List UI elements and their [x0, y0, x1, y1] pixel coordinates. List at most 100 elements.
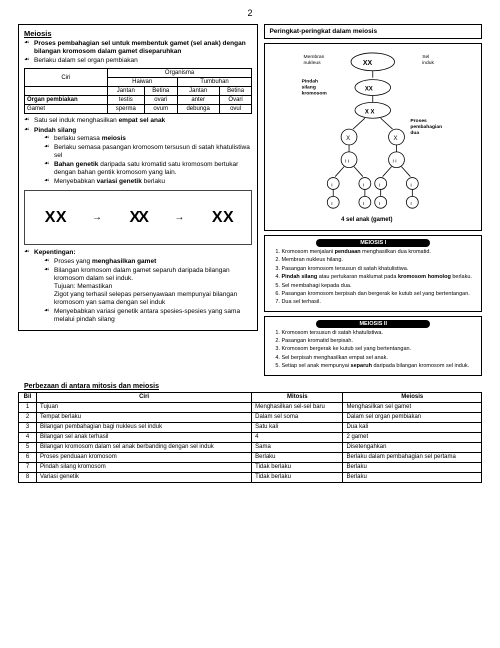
kep-item: Bilangan kromosom dalam gamet separuh da…	[44, 267, 252, 308]
chrom-icon: XX	[130, 209, 147, 227]
table-row: 5 Bilangan kromosom dalam sel anak berba…	[19, 442, 482, 452]
kep-item: Menyebabkan variasi genetik antara spesi…	[44, 308, 252, 324]
comparison-table: Bil Ciri Mitosis Meiosis 1 Tujuan Mengha…	[18, 392, 482, 483]
ps-item: Menyebabkan variasi genetik berlaku	[44, 178, 252, 186]
cell-bil: 7	[19, 462, 37, 472]
cell-meiosis: Menghasilkan sel gamet	[343, 402, 482, 412]
svg-text:XX: XX	[365, 87, 373, 93]
arrow-icon: →	[92, 212, 102, 223]
cell-ciri: Bilangan sel anak terhasil	[37, 432, 252, 442]
diag-bottom-label: 4 sel anak (gamet)	[342, 217, 393, 223]
cell: ovum	[144, 105, 177, 114]
m1-item: Kromosom menjalani penduaan menghasilkan…	[281, 249, 477, 256]
m1-item: Dua sel terhasil.	[281, 299, 477, 306]
svg-text:I I: I I	[393, 159, 397, 165]
cell: sperma	[107, 105, 144, 114]
ps-item: Berlaku semasa pasangan kromosom tersusu…	[44, 144, 252, 160]
cell-bil: 8	[19, 472, 37, 482]
cell-ciri: Pindah silang kromosom	[37, 462, 252, 472]
intro1: Proses pembahagian sel untuk membentuk g…	[34, 40, 246, 55]
chrom-icon: X X	[45, 209, 65, 227]
cell-ciri: Variasi genetik	[37, 472, 252, 482]
th-ciri: Ciri	[25, 69, 108, 87]
cell: Betina	[219, 87, 252, 96]
svg-text:I: I	[363, 182, 364, 188]
m1-item: Sel membahagi kepada dua.	[281, 283, 477, 290]
page-number: 2	[18, 8, 482, 18]
m2-list: Kromosom tersusun di satah khatulistiwa.…	[269, 330, 477, 370]
cell: debunga	[177, 105, 219, 114]
cell-mitosis: Sama	[252, 442, 343, 452]
stages-title: Peringkat-peringkat dalam meiosis	[269, 28, 377, 35]
m1-list: Kromosom menjalani penduaan menghasilkan…	[269, 249, 477, 306]
m2-item: Sel berpisah menghasilkan empat sel anak…	[281, 355, 477, 362]
kep-sublist: Proses yang menghasilkan gamet Bilangan …	[44, 258, 252, 325]
cell: ovari	[144, 96, 177, 105]
pindah-silang-list: berlaku semasa meiosis Berlaku semasa pa…	[44, 135, 252, 187]
svg-text:kromosom: kromosom	[302, 90, 328, 96]
kep-item: Proses yang menghasilkan gamet	[44, 258, 252, 266]
left-column: Meiosis Proses pembahagian sel untuk mem…	[18, 24, 258, 380]
svg-text:induk: induk	[423, 60, 435, 66]
table-row: 2 Tempat berlaku Dalam sel soma Dalam se…	[19, 412, 482, 422]
svg-text:X: X	[394, 136, 398, 142]
kepentingan-list: Kepentingan: Proses yang menghasilkan ga…	[24, 249, 252, 324]
cell-mitosis: Tidak berlaku	[252, 462, 343, 472]
cell: anter	[177, 96, 219, 105]
svg-text:XX: XX	[363, 60, 373, 67]
svg-text:pembahagian: pembahagian	[411, 124, 443, 130]
cell-mitosis: Dalam sel soma	[252, 412, 343, 422]
comparison-title: Perbezaan di antara mitosis dan meiosis	[24, 383, 482, 390]
cell-mitosis: Berlaku	[252, 452, 343, 462]
svg-text:I: I	[332, 201, 333, 207]
table-row: 7 Pindah silang kromosom Tidak berlaku B…	[19, 462, 482, 472]
m2-item: Pasangan kromatid berpisah.	[281, 338, 477, 345]
meiosis-diagram: Membran nukleus Sel induk XX Pindah sila…	[264, 43, 482, 231]
meiosis-title: Meiosis	[24, 29, 252, 38]
cell-ciri: Tempat berlaku	[37, 412, 252, 422]
table-row: 3 Bilangan pembahagian bagi nukleus sel …	[19, 422, 482, 432]
svg-text:I: I	[332, 182, 333, 188]
cell-mitosis: Satu kali	[252, 422, 343, 432]
meiosis-box: Meiosis Proses pembahagian sel untuk mem…	[18, 24, 258, 331]
cell-meiosis: Berlaku	[343, 462, 482, 472]
m2-header: MEIOSIS II	[316, 320, 430, 328]
intro-item: Berlaku dalam sel organ pembiakan	[24, 57, 252, 65]
m1-item: Membran nukleus hilang.	[281, 257, 477, 264]
table-row: 8 Variasi genetik Tidak berlaku Berlaku	[19, 472, 482, 482]
cell-ciri: Tujuan	[37, 402, 252, 412]
cell-meiosis: Berlaku dalam pembahagian sel pertama	[343, 452, 482, 462]
meiosis1-box: MEIOSIS I Kromosom menjalani penduaan me…	[264, 235, 482, 312]
m1-item: Pasangan kromosom tersusun di satah khat…	[281, 266, 477, 273]
table-row: 1 Tujuan Menghasilkan sel-sel baru Mengh…	[19, 402, 482, 412]
right-column: Peringkat-peringkat dalam meiosis Membra…	[264, 24, 482, 380]
arrow-icon: →	[174, 212, 184, 223]
intro-item: Proses pembahagian sel untuk membentuk g…	[24, 40, 252, 56]
cell-ciri: Bilangan pembahagian bagi nukleus sel in…	[37, 422, 252, 432]
svg-text:I: I	[411, 182, 412, 188]
svg-text:I: I	[379, 201, 380, 207]
cell: Gamet	[25, 105, 108, 114]
table-row: 4 Bilangan sel anak terhasil 4 2 gamet	[19, 432, 482, 442]
organism-table: Ciri Organisma Haiwan Tumbuhan Jantan Be…	[24, 68, 252, 114]
stages-title-box: Peringkat-peringkat dalam meiosis	[264, 24, 482, 39]
cell: Ovari	[219, 96, 252, 105]
m1-header: MEIOSIS I	[316, 239, 430, 247]
crossover-diagram: X X → XX → X X	[24, 190, 252, 245]
svg-text:I I: I I	[346, 159, 350, 165]
th-bil: Bil	[19, 392, 37, 402]
th-ciri: Ciri	[37, 392, 252, 402]
cell-bil: 1	[19, 402, 37, 412]
th-mitosis: Mitosis	[252, 392, 343, 402]
label: Membran	[304, 54, 325, 60]
cell-bil: 5	[19, 442, 37, 452]
cell-meiosis: Disetengahkan	[343, 442, 482, 452]
svg-text:Sel: Sel	[423, 54, 430, 60]
cell: Jantan	[177, 87, 219, 96]
svg-text:I: I	[411, 201, 412, 207]
svg-text:silang: silang	[302, 85, 316, 91]
points-list: Satu sel induk menghasilkan empat sel an…	[24, 117, 252, 186]
cell-meiosis: 2 gamet	[343, 432, 482, 442]
cell: testis	[107, 96, 144, 105]
cell-mitosis: Menghasilkan sel-sel baru	[252, 402, 343, 412]
